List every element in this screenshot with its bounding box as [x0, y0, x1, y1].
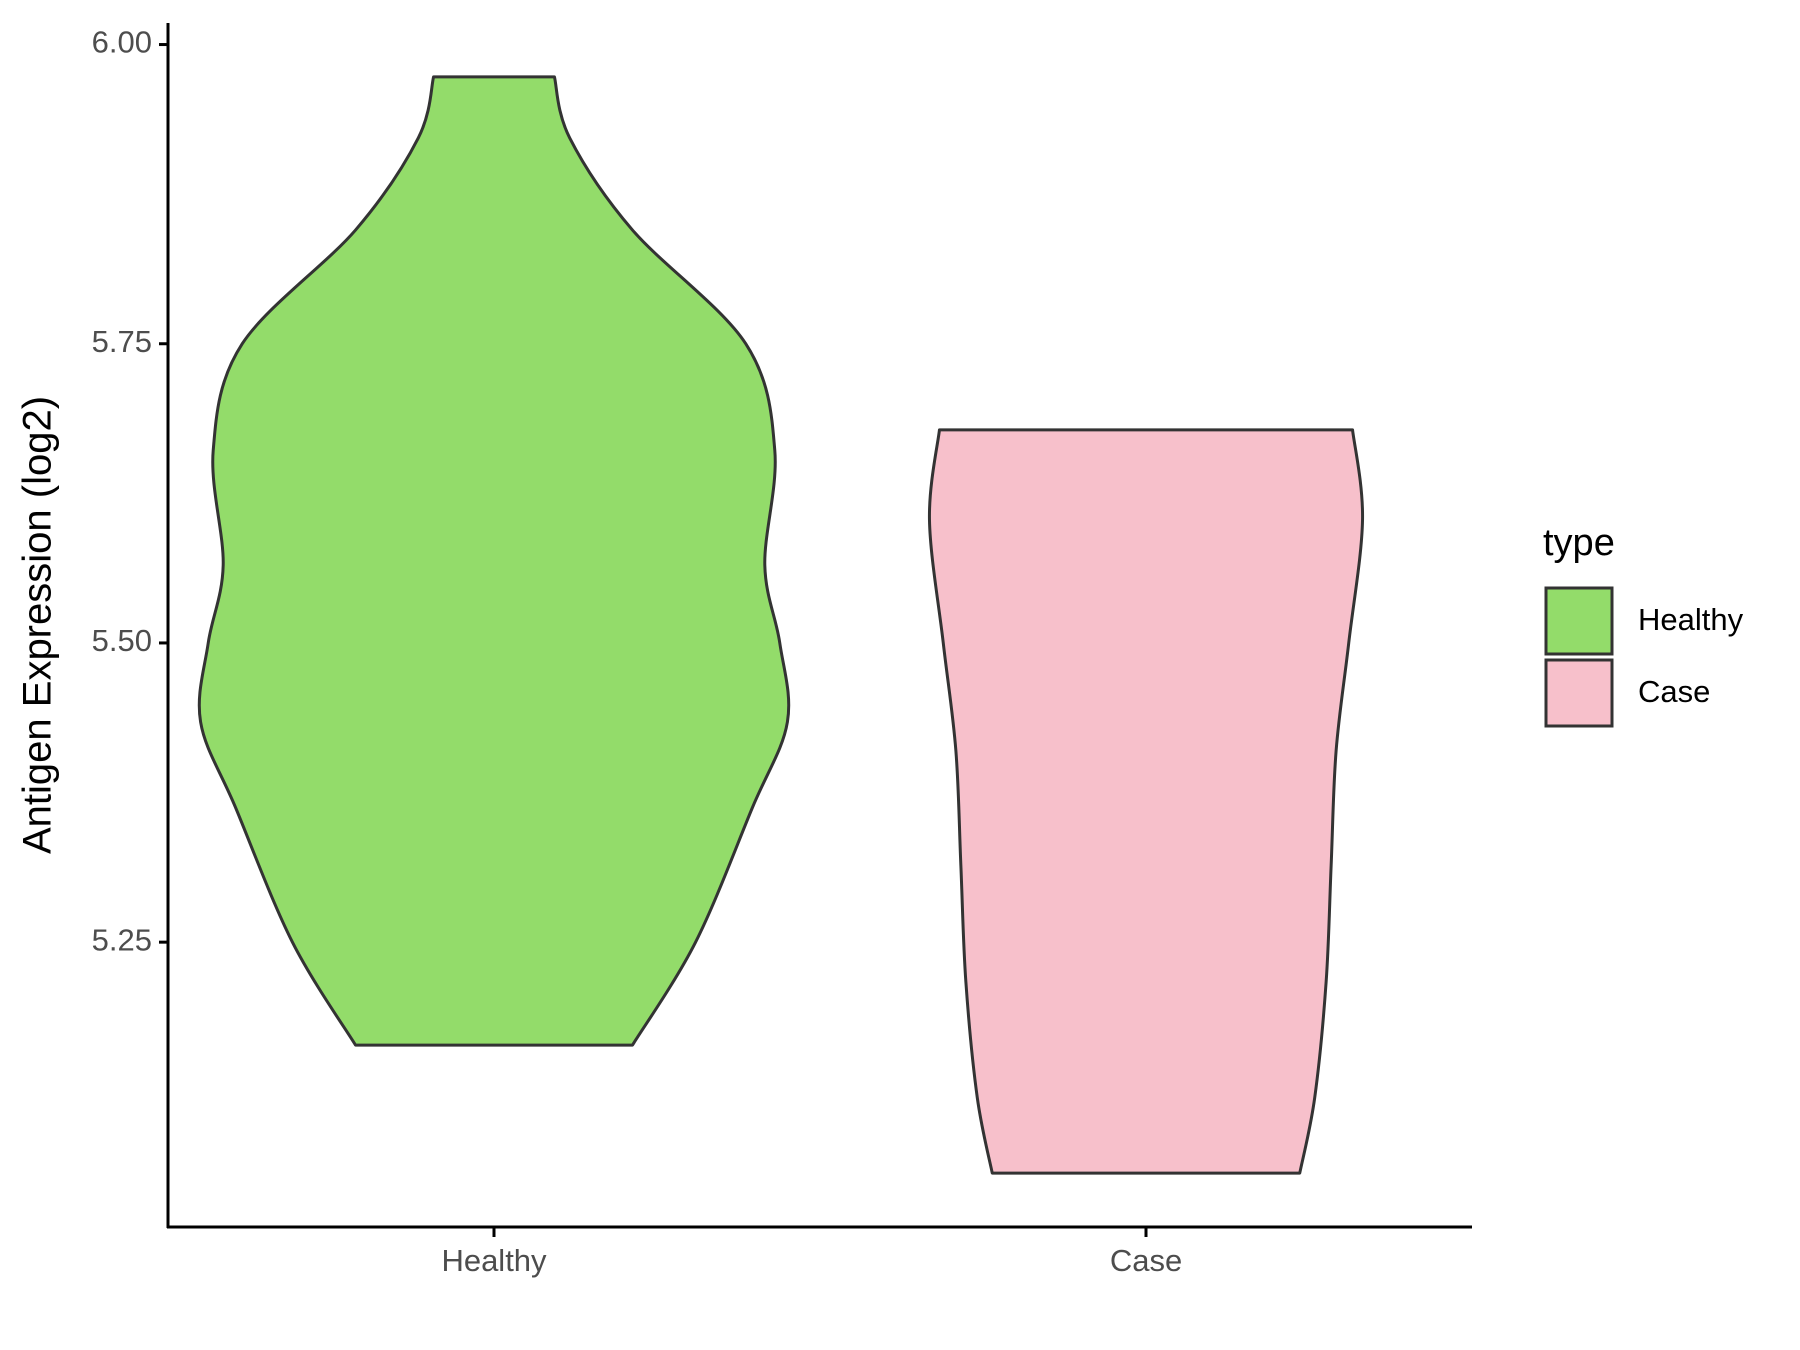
x-tick-label: Healthy — [441, 1243, 547, 1278]
x-tick-label: Case — [1110, 1243, 1182, 1278]
legend-key — [1544, 586, 1614, 656]
legend-key — [1544, 658, 1614, 728]
legend-title: type — [1543, 522, 1615, 564]
y-axis-title: Antigen Expression (log2) — [16, 396, 60, 854]
legend-label: Case — [1638, 674, 1710, 709]
y-tick-label: 5.25 — [92, 922, 152, 957]
legend-label: Healthy — [1638, 602, 1744, 637]
y-tick-label: 5.75 — [92, 324, 152, 359]
violin — [197, 75, 791, 1047]
violin — [927, 428, 1365, 1175]
y-tick-label: 5.50 — [92, 623, 152, 658]
y-tick-label: 6.00 — [92, 25, 152, 60]
